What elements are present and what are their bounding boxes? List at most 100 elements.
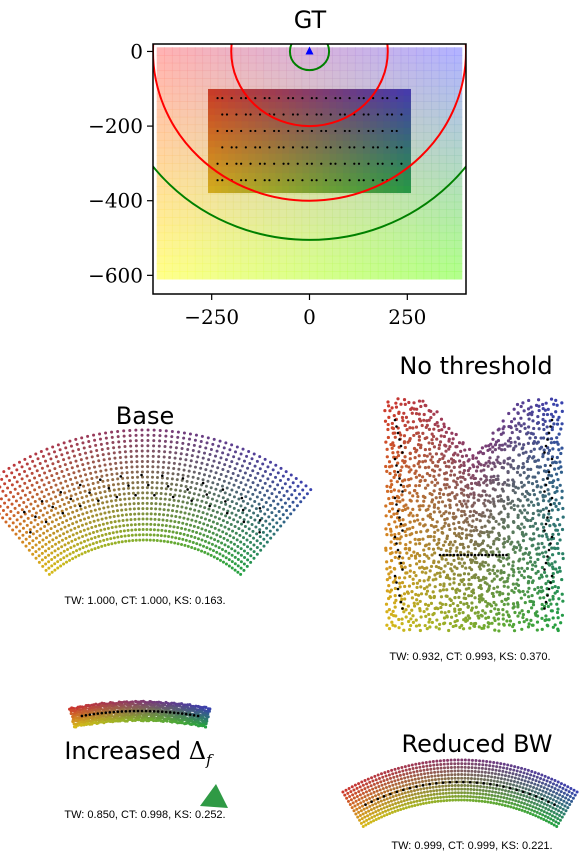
scatter-dot <box>397 549 400 552</box>
scatter-point <box>444 564 447 567</box>
scatter-point <box>68 456 71 459</box>
scatter-point <box>430 438 433 441</box>
scatter-point <box>474 547 477 550</box>
gt-dot <box>372 179 374 181</box>
scatter-point <box>516 471 519 474</box>
gt-bg-cell <box>454 55 462 63</box>
gt-bg-cell <box>401 55 409 63</box>
scatter-point <box>122 429 125 432</box>
scatter-point <box>531 624 534 627</box>
scatter-point <box>476 465 479 468</box>
scatter-point <box>150 512 153 515</box>
scatter-point <box>185 485 188 488</box>
scatter-point <box>466 499 469 502</box>
scatter-point <box>525 547 528 550</box>
scatter-point <box>502 571 505 574</box>
scatter-point <box>222 537 225 540</box>
scatter-point <box>18 530 21 533</box>
scatter-point <box>137 502 140 505</box>
scatter-point <box>522 443 525 446</box>
scatter-point <box>160 492 163 495</box>
scatter-point <box>151 465 154 468</box>
scatter-point <box>512 459 515 462</box>
gt-rect-cell <box>296 89 303 96</box>
scatter-point <box>61 539 64 542</box>
scatter-point <box>558 566 561 569</box>
scatter-point <box>449 604 452 607</box>
gt-bg-cell <box>210 240 218 248</box>
scatter-point <box>177 500 180 503</box>
scatter-point <box>80 458 83 461</box>
gt-dot <box>330 163 332 165</box>
gt-rect-cell <box>383 121 390 128</box>
scatter-point <box>158 518 161 521</box>
gt-rect-cell <box>228 121 235 128</box>
scatter-point <box>512 560 515 563</box>
scatter-point <box>544 614 547 617</box>
scatter-point <box>518 549 521 552</box>
scatter-point <box>520 522 523 525</box>
gt-rect-cell <box>282 167 289 174</box>
scatter-point <box>490 468 493 471</box>
scatter-point <box>475 511 478 514</box>
scatter-point <box>233 543 236 546</box>
scatter-point <box>441 531 444 534</box>
scatter-point <box>88 505 91 508</box>
scatter-point <box>538 534 541 537</box>
gt-rect-cell <box>296 115 303 122</box>
gt-rect-cell <box>289 160 296 167</box>
gt-bg-cell <box>218 248 226 256</box>
gt-bg-cell <box>256 194 264 202</box>
gt-bg-cell <box>439 47 447 55</box>
gt-bg-cell <box>424 94 432 102</box>
gt-bg-cell <box>172 194 180 202</box>
scatter-point <box>174 536 177 539</box>
scatter-point <box>475 469 478 472</box>
scatter-point <box>390 483 393 486</box>
scatter-point <box>408 628 411 631</box>
scatter-point <box>443 435 446 438</box>
scatter-point <box>465 536 468 539</box>
scatter-point <box>493 619 496 622</box>
gt-rect-cell <box>302 180 309 187</box>
scatter-point <box>484 461 487 464</box>
scatter-point <box>435 618 438 621</box>
scatter-point <box>446 478 449 481</box>
gt-dot <box>264 163 266 165</box>
scatter-point <box>108 532 111 535</box>
scatter-point <box>166 514 169 517</box>
scatter-point <box>81 513 84 516</box>
scatter-point <box>127 534 130 537</box>
gt-bg-cell <box>416 140 424 148</box>
gt-dot <box>268 146 270 148</box>
scatter-point <box>106 479 109 482</box>
scatter-point <box>521 493 524 496</box>
gt-rect-cell <box>316 89 323 96</box>
scatter-point <box>499 462 502 465</box>
scatter-point <box>513 504 516 507</box>
gt-dot <box>315 179 317 181</box>
scatter-point <box>407 592 410 595</box>
gt-bg-cell <box>157 55 165 63</box>
gt-bg-cell <box>439 209 447 217</box>
gt-rect-cell <box>208 134 215 141</box>
gt-rect-cell <box>309 173 316 180</box>
gt-bg-cell <box>172 263 180 271</box>
scatter-point <box>462 627 465 630</box>
scatter-point <box>252 481 255 484</box>
gt-bg-cell <box>241 194 249 202</box>
scatter-point <box>40 450 43 453</box>
scatter-point <box>439 606 442 609</box>
gt-rect-cell <box>363 89 370 96</box>
scatter-point <box>111 441 114 444</box>
gt-rect-cell <box>397 147 404 154</box>
scatter-point <box>18 504 21 507</box>
scatter-point <box>524 601 527 604</box>
gt-bg-cell <box>294 263 302 271</box>
gt-rect-cell <box>377 134 384 141</box>
gt-bg-cell <box>431 86 439 94</box>
scatter-point <box>87 440 90 443</box>
gt-bg-cell <box>370 263 378 271</box>
scatter-point <box>167 509 170 512</box>
scatter-point <box>395 525 398 528</box>
